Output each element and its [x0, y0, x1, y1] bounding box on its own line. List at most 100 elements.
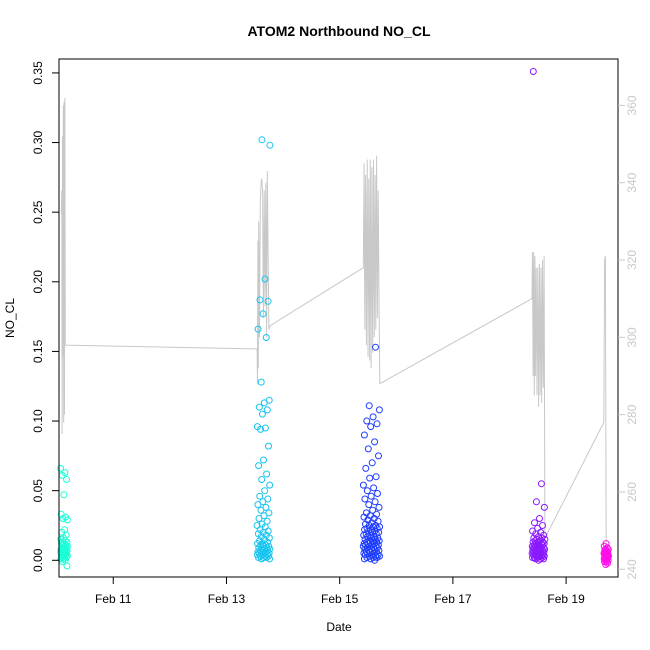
right-y-tick-label: 240	[625, 559, 639, 579]
scatter-point	[529, 68, 537, 75]
scatter-point	[63, 516, 71, 524]
x-tick-label: Feb 11	[95, 592, 132, 606]
right-y-tick-label: 340	[625, 172, 639, 192]
chart-title: ATOM2 Northbound NO_CL	[247, 23, 430, 39]
scatter-point	[266, 555, 274, 563]
y-tick-label: 0.20	[31, 270, 45, 294]
scatter-point	[59, 558, 67, 566]
scatter-point	[261, 487, 269, 495]
scatter-point	[60, 491, 68, 499]
scatter-point	[364, 445, 372, 453]
scatter-point	[255, 462, 263, 470]
scatter-point	[372, 473, 380, 481]
scatter-point	[265, 534, 273, 542]
scatter-point	[258, 410, 266, 418]
scatter-point	[261, 275, 269, 283]
scatter-point	[602, 561, 610, 568]
scatter-point	[363, 487, 371, 495]
scatter-point	[263, 470, 271, 478]
scatter-point	[540, 503, 548, 511]
scatter-point	[369, 413, 377, 421]
y-tick-label: 0.10	[31, 409, 45, 433]
y-tick-label: 0.05	[31, 479, 45, 503]
scatter-point	[59, 515, 67, 522]
right-y-tick-label: 300	[625, 327, 639, 347]
right-y-axis: 240 260 280 300 320 340 360	[618, 95, 639, 579]
y-tick-label: 0.35	[31, 61, 45, 85]
scatter-point	[375, 452, 382, 460]
scatter-point	[368, 459, 376, 467]
scatter-point	[360, 431, 368, 439]
scatter-point	[63, 476, 71, 483]
right-y-tick-label: 280	[625, 404, 639, 424]
scatter-point	[257, 425, 264, 433]
scatter-point	[260, 399, 268, 407]
scatter-point	[535, 556, 543, 564]
scatter-point	[371, 438, 379, 446]
x-tick-label: Feb 15	[321, 592, 359, 606]
scatter-point	[536, 515, 543, 522]
scatter-point	[371, 498, 379, 506]
scatter-point	[63, 562, 71, 570]
scatter-point	[370, 484, 378, 492]
scatter-point	[372, 343, 379, 351]
scatter-point	[375, 406, 383, 414]
scatter-point	[258, 555, 265, 563]
scatter-point	[256, 492, 264, 500]
scatter-point	[360, 531, 368, 539]
x-axis-label: Date	[326, 620, 352, 634]
scatter-point	[537, 555, 544, 563]
scatter-point	[266, 481, 274, 489]
scatter-point	[361, 495, 369, 503]
scatter-point	[263, 406, 271, 414]
scatter-point	[259, 310, 267, 318]
scatter-point	[254, 501, 262, 509]
scatter-point	[255, 403, 263, 411]
scatter-point	[367, 423, 375, 431]
scatter-point	[258, 136, 266, 144]
scatter-point	[257, 378, 265, 386]
scatter-point	[363, 417, 371, 425]
scatter-point	[256, 296, 264, 304]
y-axis: 0.00 0.05 0.10 0.15 0.20 0.25 0.30 0.35	[31, 61, 59, 572]
right-y-tick-label: 320	[625, 250, 639, 270]
x-tick-label: Feb 17	[434, 592, 472, 606]
scatter-point	[254, 325, 262, 333]
scatter-point	[260, 456, 267, 464]
scatter-point	[57, 464, 65, 472]
scatter-point	[367, 492, 375, 500]
scatter-point	[262, 334, 270, 341]
scatter-point	[540, 555, 548, 563]
y-tick-label: 0.30	[31, 130, 45, 154]
scatter-point	[362, 464, 370, 472]
line-series-layer	[60, 97, 607, 562]
x-tick-label: Feb 19	[547, 592, 585, 606]
scatter-point	[266, 141, 274, 149]
x-axis: Feb 11 Feb 13 Feb 15 Feb 17 Feb 19	[95, 576, 585, 606]
scatter-point	[265, 442, 272, 450]
right-y-tick-label: 360	[625, 95, 639, 115]
right-y-tick-label: 260	[625, 482, 639, 502]
y-tick-label: 0.25	[31, 200, 45, 224]
scatter-point	[359, 481, 367, 489]
x-tick-label: Feb 13	[208, 592, 246, 606]
scatter-point	[371, 556, 379, 564]
scatter-point	[360, 555, 368, 563]
scatter-point	[604, 559, 612, 567]
scatter-point	[264, 297, 272, 305]
scatter-point	[374, 490, 381, 497]
scatter-point	[258, 476, 266, 483]
scatter-point	[264, 527, 272, 535]
scatter-points-layer	[57, 68, 612, 570]
y-tick-label: 0.00	[31, 548, 45, 572]
scatter-point	[373, 420, 381, 428]
y-tick-label: 0.15	[31, 339, 45, 363]
scatter-point	[375, 503, 383, 511]
scatter-point	[255, 515, 263, 522]
line-series	[60, 97, 607, 562]
scatter-point	[257, 506, 265, 514]
scatter-point	[531, 519, 538, 527]
scatter-point	[365, 501, 373, 509]
scatter-point	[261, 424, 269, 432]
